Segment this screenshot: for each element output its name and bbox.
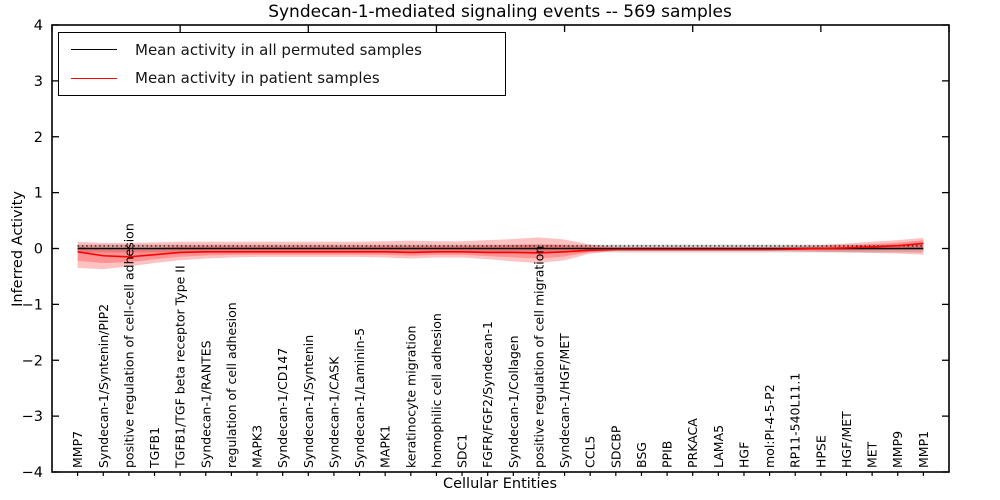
x-tick-label: LAMA5 <box>711 425 726 468</box>
permuted-line-swatch <box>71 49 117 51</box>
x-tick-label: PRKACA <box>685 418 700 468</box>
y-axis-label: Inferred Activity <box>10 191 26 307</box>
x-tick-label: positive regulation of cell migration <box>531 246 546 468</box>
x-tick-label: FGFR/FGF2/Syndecan-1 <box>480 321 495 468</box>
x-tick-label: RP11-540L11.1 <box>788 373 803 468</box>
legend: Mean activity in all permuted samples Me… <box>58 32 506 96</box>
y-tick-label: 2 <box>34 130 43 146</box>
x-tick-label: CCL5 <box>583 436 598 468</box>
x-tick-label: regulation of cell adhesion <box>224 302 239 468</box>
x-tick-label: MMP9 <box>890 431 905 468</box>
y-tick-label: 0 <box>34 242 43 258</box>
legend-item-patient: Mean activity in patient samples <box>71 66 505 90</box>
y-tick-label: −1 <box>22 297 43 313</box>
y-tick-label: −3 <box>22 409 43 425</box>
x-tick-label: HPSE <box>813 435 828 468</box>
x-tick-label: MET <box>865 441 880 468</box>
x-axis-label: Cellular Entities <box>442 476 558 492</box>
x-tick-label: BSG <box>634 442 649 468</box>
legend-item-permuted: Mean activity in all permuted samples <box>71 38 505 62</box>
patient-line-swatch <box>71 77 117 79</box>
x-tick-label: Syndecan-1/Syntenin <box>301 335 316 468</box>
y-tick-label: 4 <box>34 18 43 34</box>
legend-label-patient: Mean activity in patient samples <box>135 69 380 88</box>
x-tick-label: HGF <box>736 442 751 468</box>
x-tick-label: Syndecan-1/HGF/MET <box>557 333 572 468</box>
x-tick-label: keratinocyte migration <box>403 326 418 468</box>
x-tick-label: PPIB <box>660 441 675 468</box>
x-tick-label: MMP1 <box>916 431 931 468</box>
x-tick-label: positive regulation of cell-cell adhesio… <box>121 223 136 468</box>
x-tick-label: Syndecan-1/Collagen <box>506 335 521 468</box>
patient-std-band-outer <box>77 237 924 270</box>
x-tick-label: SDC1 <box>455 434 470 468</box>
x-tick-label: Syndecan-1/CASK <box>326 356 341 468</box>
y-tick-label: 1 <box>34 186 43 202</box>
y-tick-label: −4 <box>22 465 43 481</box>
x-tick-label: TGFB1/TGF beta receptor Type II <box>173 265 188 469</box>
x-tick-label: Syndecan-1/Laminin-5 <box>352 328 367 468</box>
y-tick-label: 3 <box>34 74 43 90</box>
x-tick-label: TGFB1 <box>147 427 162 469</box>
x-tick-label: mol:PI-4-5-P2 <box>762 384 777 468</box>
x-tick-label: Syndecan-1/RANTES <box>198 340 213 468</box>
y-tick-label: −2 <box>22 353 43 369</box>
legend-label-permuted: Mean activity in all permuted samples <box>135 40 422 59</box>
x-tick-label: Syndecan-1/Syntenin/PIP2 <box>96 304 111 468</box>
x-tick-label: MAPK1 <box>378 425 393 468</box>
x-tick-label: HGF/MET <box>839 411 854 468</box>
x-tick-label: MMP7 <box>70 431 85 468</box>
patient-mean-line <box>77 242 924 258</box>
x-tick-label: Syndecan-1/CD147 <box>275 348 290 468</box>
x-tick-label: MAPK3 <box>250 425 265 468</box>
x-tick-label: homophilic cell adhesion <box>429 313 444 468</box>
x-tick-label: SDCBP <box>608 425 623 468</box>
chart-title: Syndecan-1-mediated signaling events -- … <box>268 2 732 22</box>
